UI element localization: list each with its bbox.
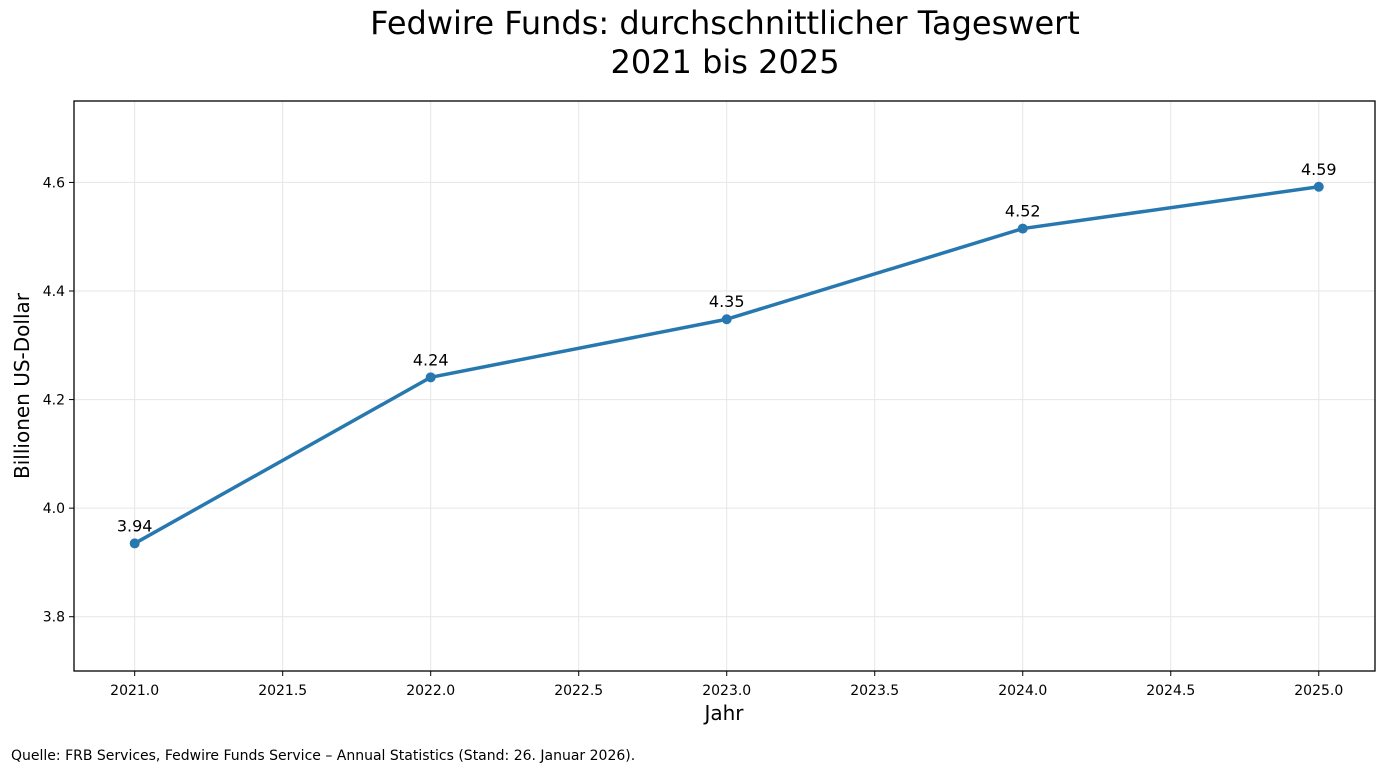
- data-point: [129, 538, 140, 549]
- data-label: 4.24: [413, 350, 449, 369]
- x-tick-label: 2023.5: [850, 683, 899, 699]
- x-tick-label: 2021.0: [110, 683, 159, 699]
- data-label: 4.52: [1005, 202, 1041, 221]
- y-axis-ticks: 3.8 4.0 4.2 4.4 4.6: [43, 175, 74, 626]
- line-chart: 2021.0 2021.5 2022.0 2022.5 2023.0 2023.5 2024…: [10, 100, 1376, 725]
- data-label: 3.94: [117, 516, 153, 535]
- x-tick-label: 2024.5: [1146, 683, 1195, 699]
- x-tick-label: 2022.5: [554, 683, 603, 699]
- x-tick-label: 2024.0: [998, 683, 1047, 699]
- data-label: 4.35: [709, 292, 745, 311]
- y-axis-label: Billionen US-Dollar: [10, 292, 34, 479]
- y-tick-label: 4.0: [43, 501, 65, 517]
- x-axis-ticks: 2021.0 2021.5 2022.0 2022.5 2023.0 2023.5 2024…: [110, 671, 1343, 699]
- chart-title: Fedwire Funds: durchschnittlicher Tagesw…: [0, 4, 1386, 82]
- x-tick-label: 2023.0: [702, 683, 751, 699]
- y-tick-label: 4.2: [43, 393, 65, 409]
- x-tick-label: 2021.5: [258, 683, 307, 699]
- x-axis-label: Jahr: [702, 701, 744, 725]
- plot-frame: [73, 100, 1376, 672]
- chart-subtitle: 2021 bis 2025: [610, 43, 840, 81]
- y-tick-label: 4.4: [43, 284, 65, 300]
- y-tick-label: 4.6: [43, 175, 65, 191]
- source-note: Quelle: FRB Services, Fedwire Funds Serv…: [11, 748, 636, 764]
- x-tick-label: 2022.0: [406, 683, 455, 699]
- data-point: [425, 372, 436, 383]
- grid-lines: [74, 101, 1375, 671]
- data-label: 4.59: [1301, 160, 1337, 179]
- x-tick-label: 2025.0: [1294, 683, 1343, 699]
- y-tick-label: 3.8: [43, 610, 65, 626]
- data-point: [1313, 181, 1324, 192]
- data-point: [1017, 223, 1028, 234]
- series-group: 3.94 4.24 4.35 4.52 4.59: [117, 160, 1337, 549]
- chart-title-line1: Fedwire Funds: durchschnittlicher Tagesw…: [370, 4, 1080, 42]
- data-point: [721, 314, 732, 325]
